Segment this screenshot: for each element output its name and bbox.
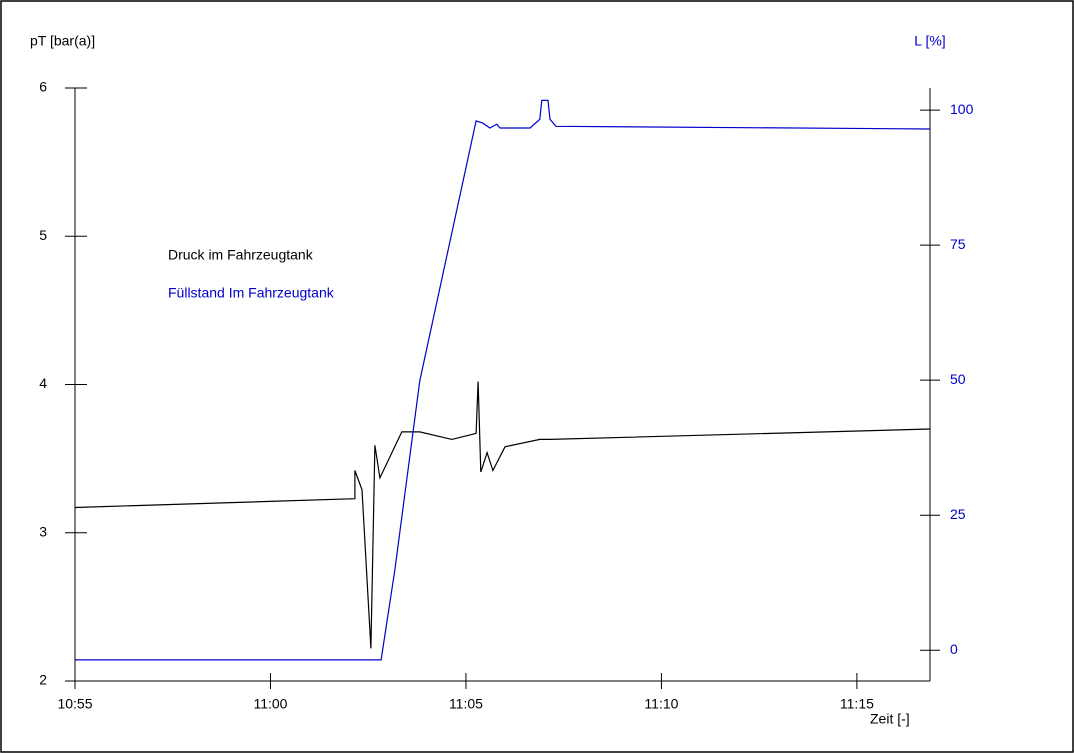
x-axis-title: Zeit [-]: [870, 711, 910, 727]
legend-entry: Füllstand Im Fahrzeugtank: [168, 285, 335, 301]
x-tick-label: 11:10: [644, 696, 678, 712]
y-tick-label: 5: [39, 227, 47, 243]
data-line: [74, 381, 931, 649]
legend-entry: Druck im Fahrzeugtank: [168, 247, 314, 263]
y-axis-title: pT [bar(a)]: [30, 33, 95, 49]
y-tick-label: 4: [39, 375, 47, 391]
data-line: [75, 99, 931, 661]
y2-axis-title: L [%]: [914, 33, 945, 49]
y2-tick-label: 100: [950, 101, 974, 117]
y-tick-label: 6: [39, 79, 47, 95]
x-tick-label: 11:15: [840, 696, 874, 712]
y2-tick-label: 25: [950, 506, 966, 522]
y-tick-label: 3: [39, 523, 47, 539]
x-tick-label: 10:55: [57, 696, 92, 712]
x-tick-label: 11:00: [253, 696, 287, 712]
y-tick-label: 2: [39, 672, 47, 688]
x-tick-label: 11:05: [449, 696, 483, 712]
y2-tick-label: 50: [950, 371, 966, 387]
y2-tick-label: 75: [950, 236, 966, 252]
y2-tick-label: 0: [950, 641, 958, 657]
